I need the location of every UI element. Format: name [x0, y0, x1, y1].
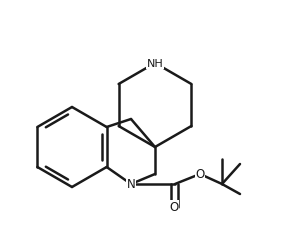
Text: N: N: [127, 178, 135, 191]
Text: O: O: [169, 201, 179, 214]
Text: O: O: [196, 168, 205, 181]
Text: NH: NH: [146, 59, 163, 69]
